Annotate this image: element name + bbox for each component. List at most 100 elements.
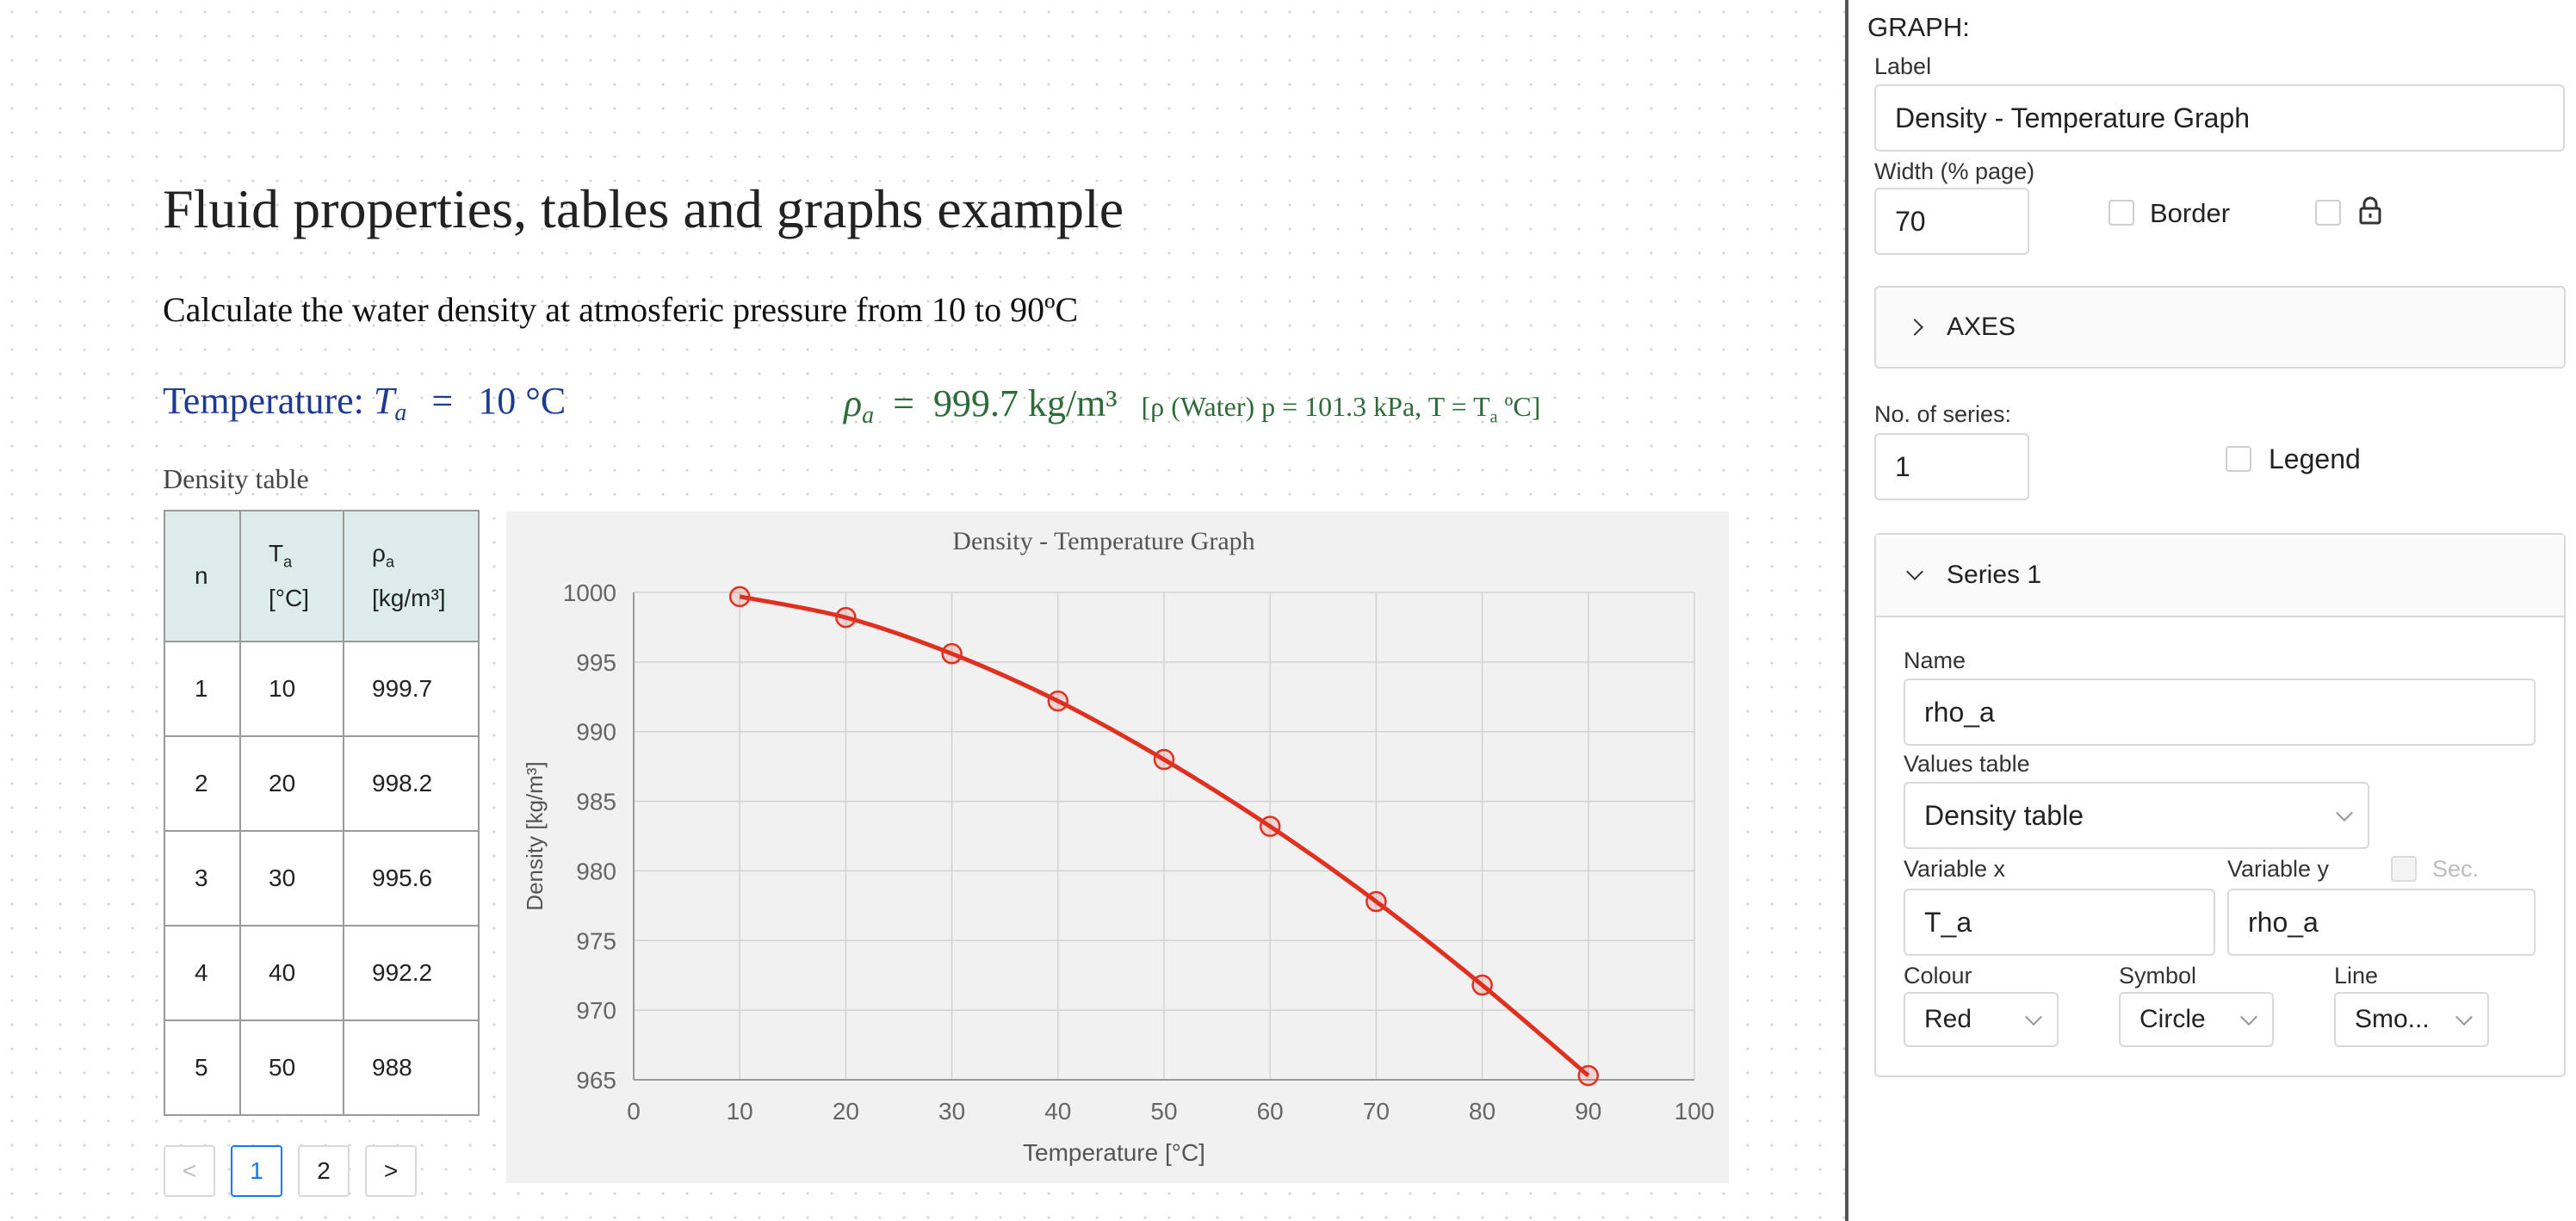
- data-point-marker: [1259, 815, 1281, 837]
- table-cell-density[interactable]: 995.6: [343, 830, 480, 927]
- table-cell-temperature[interactable]: 30: [239, 830, 344, 927]
- x-tick-label: 70: [1363, 1098, 1390, 1125]
- density-temperature-chart[interactable]: 0 10 20 30 40 50 60 70 80 90 100 965 970 975 980 985 990…: [506, 511, 1729, 1183]
- table-cell-n[interactable]: 4: [164, 925, 241, 1021]
- data-point-marker: [941, 642, 963, 665]
- label-field-label: Label: [1874, 53, 1932, 79]
- table-cell-temperature[interactable]: 40: [239, 925, 344, 1021]
- density-reference: [ρ (Water) p = 101.3 kPa, T = Ta ºC]: [1141, 391, 1541, 426]
- density-reference-suffix: ºC]: [1497, 391, 1541, 422]
- table-cell-n[interactable]: 5: [164, 1020, 241, 1116]
- data-point-marker: [1365, 890, 1387, 913]
- chevron-down-icon: [2455, 1008, 2473, 1026]
- header-temperature-symbol: T: [269, 540, 284, 567]
- y-tick-label: 975: [576, 927, 616, 954]
- header-density: ρa [kg/m³]: [343, 510, 480, 642]
- table-row: 1 10 999.7: [164, 641, 480, 737]
- data-point-marker: [1577, 1064, 1600, 1087]
- secondary-axis-label: Sec.: [2432, 856, 2480, 882]
- density-table[interactable]: n Ta [°C] ρa [kg/m³] 1 10 999.7 2 20 998.2…: [164, 510, 480, 1116]
- table-row: 2 20 998.2: [164, 735, 480, 832]
- density-equals: =: [893, 382, 914, 425]
- table-cell-density[interactable]: 999.7: [343, 641, 480, 737]
- series-count-label: No. of series:: [1874, 401, 2012, 427]
- page-2-button[interactable]: 2: [298, 1145, 350, 1197]
- series-1-label: Series 1: [1947, 561, 2042, 589]
- chart-svg: 0 10 20 30 40 50 60 70 80 90 100 965 970 975 980 985 990…: [522, 527, 1715, 1166]
- axes-section-label: AXES: [1947, 313, 2016, 341]
- x-tick-label: 30: [938, 1098, 965, 1125]
- prev-page-button[interactable]: <: [164, 1145, 215, 1197]
- variable-y-label: Variable y: [2227, 856, 2330, 882]
- legend-checkbox[interactable]: [2226, 446, 2251, 472]
- x-tick-label: 20: [833, 1098, 859, 1125]
- header-temperature: Ta [°C]: [239, 510, 344, 642]
- table-cell-temperature[interactable]: 10: [239, 641, 344, 737]
- graph-label-input[interactable]: Density - Temperature Graph: [1874, 84, 2565, 152]
- colour-select[interactable]: Red: [1904, 992, 2059, 1047]
- table-row: 4 40 992.2: [164, 925, 480, 1021]
- temperature-equation[interactable]: Temperature: Ta = 10 °C: [163, 379, 566, 427]
- lock-icon: [2359, 196, 2381, 225]
- x-axis-label: Temperature [°C]: [1023, 1139, 1205, 1166]
- panel-divider[interactable]: [1845, 0, 1848, 1221]
- data-point-marker: [1471, 974, 1493, 996]
- table-pagination: < 1 2 >: [164, 1145, 417, 1197]
- document-subtitle: Calculate the water density at atmosferi…: [163, 290, 1079, 329]
- series-count-input[interactable]: 1: [1874, 433, 2029, 500]
- line-select[interactable]: Smo...: [2334, 992, 2489, 1047]
- variable-x-input[interactable]: T_a: [1904, 889, 2215, 956]
- data-point-marker: [835, 606, 857, 629]
- density-reference-prefix: [ρ (Water) p = 101.3 kPa, T = T: [1141, 391, 1490, 422]
- page-1-button[interactable]: 1: [231, 1145, 282, 1197]
- values-table-label: Values table: [1904, 751, 2030, 777]
- secondary-axis-checkbox[interactable]: [2391, 856, 2417, 882]
- table-cell-n[interactable]: 3: [164, 830, 241, 927]
- table-caption: Density table: [163, 463, 309, 494]
- temperature-symbol: T: [373, 380, 395, 422]
- table-cell-temperature[interactable]: 50: [239, 1020, 344, 1116]
- chevron-down-icon: [2336, 804, 2353, 822]
- table-cell-n[interactable]: 2: [164, 735, 241, 832]
- axes-section[interactable]: AXES: [1874, 286, 2566, 369]
- axes-section-header[interactable]: AXES: [1876, 288, 2564, 367]
- values-table-select[interactable]: Density table: [1904, 782, 2369, 849]
- header-temperature-subscript: a: [283, 553, 293, 571]
- table-cell-density[interactable]: 988: [343, 1020, 480, 1116]
- table-cell-density[interactable]: 998.2: [343, 735, 480, 832]
- chevron-down-icon: [2240, 1008, 2257, 1026]
- graph-settings-panel: GRAPH: Label Density - Temperature Graph…: [1848, 0, 2576, 1221]
- width-field-label: Width (% page): [1874, 158, 2035, 184]
- x-tick-label: 50: [1150, 1098, 1177, 1125]
- table-cell-n[interactable]: 1: [164, 641, 241, 737]
- lock-checkbox[interactable]: [2315, 200, 2341, 226]
- panel-section-title: GRAPH:: [1867, 12, 1970, 42]
- border-checkbox[interactable]: [2108, 200, 2134, 226]
- colour-value: Red: [1924, 1005, 1972, 1033]
- symbol-value: Circle: [2139, 1005, 2206, 1033]
- series-1-header[interactable]: Series 1: [1876, 535, 2564, 617]
- chevron-down-icon: [1906, 563, 1923, 580]
- table-header-row: n Ta [°C] ρa [kg/m³]: [164, 510, 480, 642]
- density-equation[interactable]: ρa = 999.7 kg/m³ [ρ (Water) p = 101.3 kP…: [844, 381, 1540, 430]
- border-label: Border: [2150, 198, 2231, 228]
- table-cell-density[interactable]: 992.2: [343, 925, 480, 1021]
- variable-y-input[interactable]: rho_a: [2227, 889, 2536, 956]
- x-tick-label: 100: [1675, 1098, 1715, 1125]
- y-tick-label: 1000: [563, 580, 616, 606]
- width-input[interactable]: 70: [1874, 188, 2029, 255]
- colour-label: Colour: [1904, 963, 1972, 989]
- symbol-select[interactable]: Circle: [2119, 992, 2274, 1047]
- density-symbol: ρ: [844, 382, 863, 425]
- table-cell-temperature[interactable]: 20: [239, 735, 344, 832]
- series-name-input[interactable]: rho_a: [1904, 679, 2536, 746]
- next-page-button[interactable]: >: [365, 1145, 417, 1197]
- density-reference-subscript: a: [1489, 407, 1498, 427]
- x-tick-label: 40: [1044, 1098, 1071, 1125]
- header-n: n: [164, 510, 241, 642]
- header-density-subscript: a: [385, 553, 394, 571]
- x-tick-label: 80: [1469, 1098, 1495, 1125]
- table-row: 3 30 995.6: [164, 830, 480, 927]
- chevron-down-icon: [2025, 1008, 2042, 1026]
- temperature-value: 10 °C: [478, 380, 567, 422]
